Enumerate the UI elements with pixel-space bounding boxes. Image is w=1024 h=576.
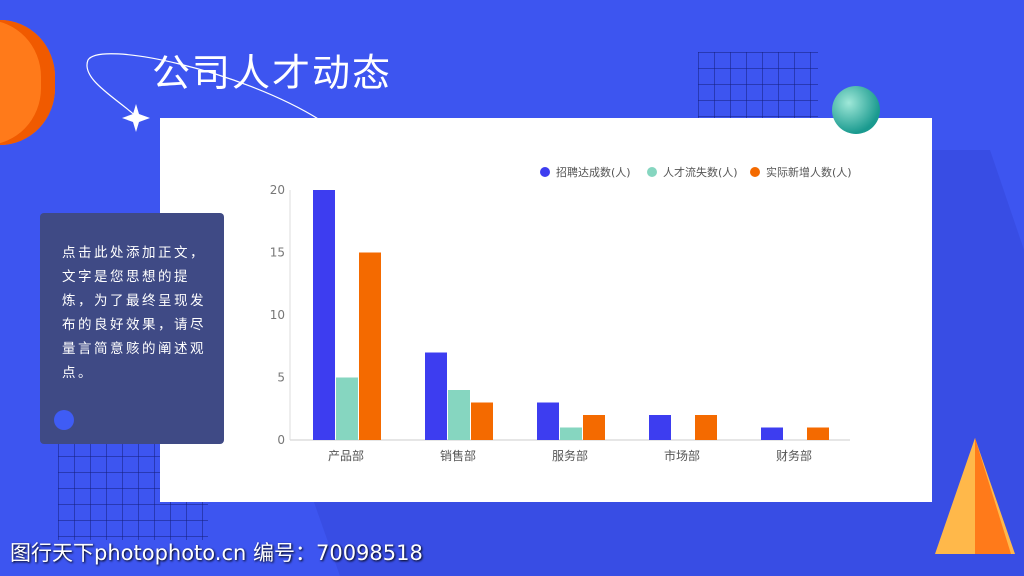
x-tick-label: 市场部: [664, 448, 700, 463]
legend-item[interactable]: 人才流失数(人): [647, 164, 738, 180]
sparkle-icon: [122, 104, 150, 132]
legend-swatch: [647, 167, 657, 177]
legend-swatch: [750, 167, 760, 177]
y-tick-label: 15: [270, 246, 285, 260]
bar-0-1: [336, 377, 358, 440]
x-tick-label: 销售部: [440, 448, 476, 463]
bar-1-1: [448, 390, 470, 440]
legend-item[interactable]: 招聘达成数(人): [540, 164, 631, 180]
watermark: 图行天下photophoto.cn 编号：70098518: [10, 541, 423, 565]
legend-label: 招聘达成数(人): [556, 166, 631, 179]
x-tick-label: 财务部: [776, 448, 812, 463]
bar-2-0: [537, 402, 559, 440]
bar-0-0: [313, 190, 335, 440]
orange-circle-decoration: [0, 20, 55, 145]
body-text: 点击此处添加正文，文字是您思想的提炼，为了最终呈现发布的良好效果，请尽量言简意赅…: [62, 245, 206, 381]
bar-1-2: [471, 402, 493, 440]
legend-swatch: [540, 167, 550, 177]
decorative-grid: [698, 52, 818, 122]
bar-0-2: [359, 252, 381, 440]
bar-chart: 0 5 10 15 20 产品部 销售部 服务部 市场部 财务部: [270, 183, 850, 463]
x-tick-label: 产品部: [328, 448, 364, 463]
bar-4-0: [761, 427, 783, 440]
y-tick-label: 5: [277, 371, 285, 385]
bar-2-1: [560, 427, 582, 440]
bar-4-2: [807, 427, 829, 440]
y-tick-label: 20: [270, 183, 285, 197]
teal-ball-decoration: [832, 86, 880, 134]
page-title: 公司人才动态: [152, 51, 393, 95]
bar-2-2: [583, 415, 605, 440]
orbit-line-decoration: [86, 53, 321, 132]
legend-label: 实际新增人数(人): [766, 166, 852, 179]
bar-1-0: [425, 352, 447, 440]
y-tick-label: 0: [277, 433, 285, 447]
y-tick-label: 10: [270, 308, 285, 322]
legend-label: 人才流失数(人): [663, 166, 738, 179]
bar-3-2: [695, 415, 717, 440]
legend-item[interactable]: 实际新增人数(人): [750, 164, 852, 180]
bar-3-0: [649, 415, 671, 440]
blue-dot-decoration: [54, 410, 74, 430]
x-tick-label: 服务部: [552, 448, 588, 463]
body-text-box[interactable]: 点击此处添加正文，文字是您思想的提炼，为了最终呈现发布的良好效果，请尽量言简意赅…: [40, 213, 224, 444]
cone-shade-decoration: [975, 438, 1011, 554]
